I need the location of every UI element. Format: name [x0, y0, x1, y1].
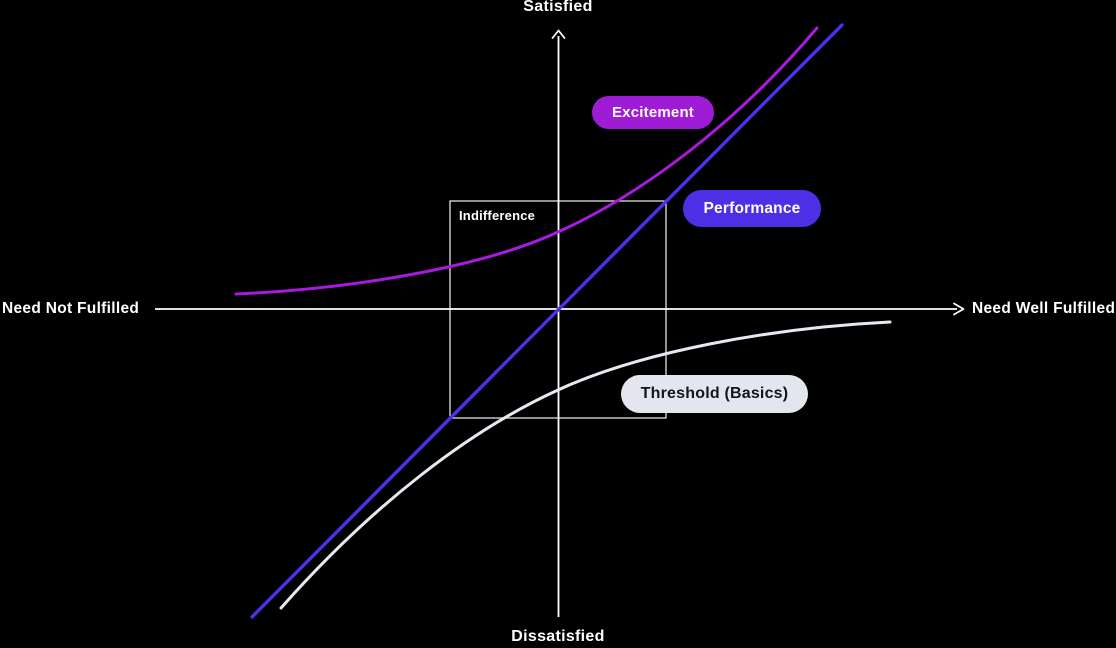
excitement-curve: [234, 26, 819, 296]
indifference-label: Indifference: [459, 208, 536, 223]
x-axis-arrowhead: [953, 302, 965, 316]
y-axis-top-label: Satisfied: [523, 0, 593, 15]
x-axis-left-label: Need Not Fulfilled: [2, 300, 140, 317]
y-axis-arrowhead: [551, 29, 566, 39]
performance-badge: Performance: [683, 190, 821, 227]
performance-line: [250, 23, 844, 619]
threshold-badge: Threshold (Basics): [621, 375, 808, 413]
threshold-curve: [279, 320, 892, 610]
excitement-badge: Excitement: [592, 96, 714, 129]
x-axis-right-label: Need Well Fulfilled: [972, 300, 1116, 317]
y-axis-bottom-label: Dissatisfied: [511, 628, 605, 645]
